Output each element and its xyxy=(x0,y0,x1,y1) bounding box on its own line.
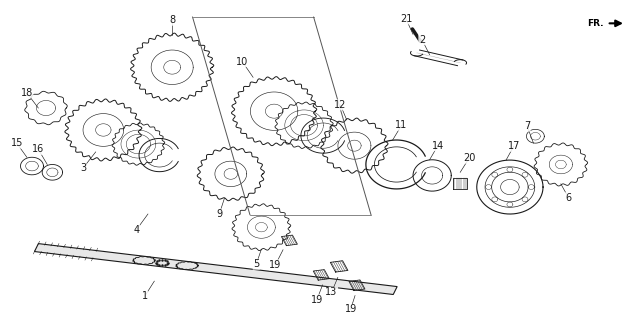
Text: 4: 4 xyxy=(133,225,140,235)
Text: 16: 16 xyxy=(32,145,44,154)
Text: 11: 11 xyxy=(396,120,408,130)
Text: 17: 17 xyxy=(508,141,520,151)
Text: 13: 13 xyxy=(325,288,337,297)
Text: 7: 7 xyxy=(524,121,530,131)
Text: 3: 3 xyxy=(80,163,86,173)
Text: 20: 20 xyxy=(463,153,476,163)
Text: 5: 5 xyxy=(253,259,259,269)
Text: 15: 15 xyxy=(10,138,23,148)
Text: 18: 18 xyxy=(20,88,33,98)
Text: FR.: FR. xyxy=(587,19,604,28)
Text: 10: 10 xyxy=(236,57,248,67)
Text: 9: 9 xyxy=(216,209,222,219)
Text: 1: 1 xyxy=(141,291,148,301)
Text: 6: 6 xyxy=(566,193,572,203)
Text: 21: 21 xyxy=(400,14,412,24)
Text: 14: 14 xyxy=(432,141,444,151)
Polygon shape xyxy=(35,244,397,294)
Text: 2: 2 xyxy=(419,35,425,45)
Text: 8: 8 xyxy=(169,15,175,25)
Text: 19: 19 xyxy=(310,295,323,305)
Text: 19: 19 xyxy=(344,304,356,314)
Text: 19: 19 xyxy=(269,260,282,270)
Text: 12: 12 xyxy=(334,100,347,110)
